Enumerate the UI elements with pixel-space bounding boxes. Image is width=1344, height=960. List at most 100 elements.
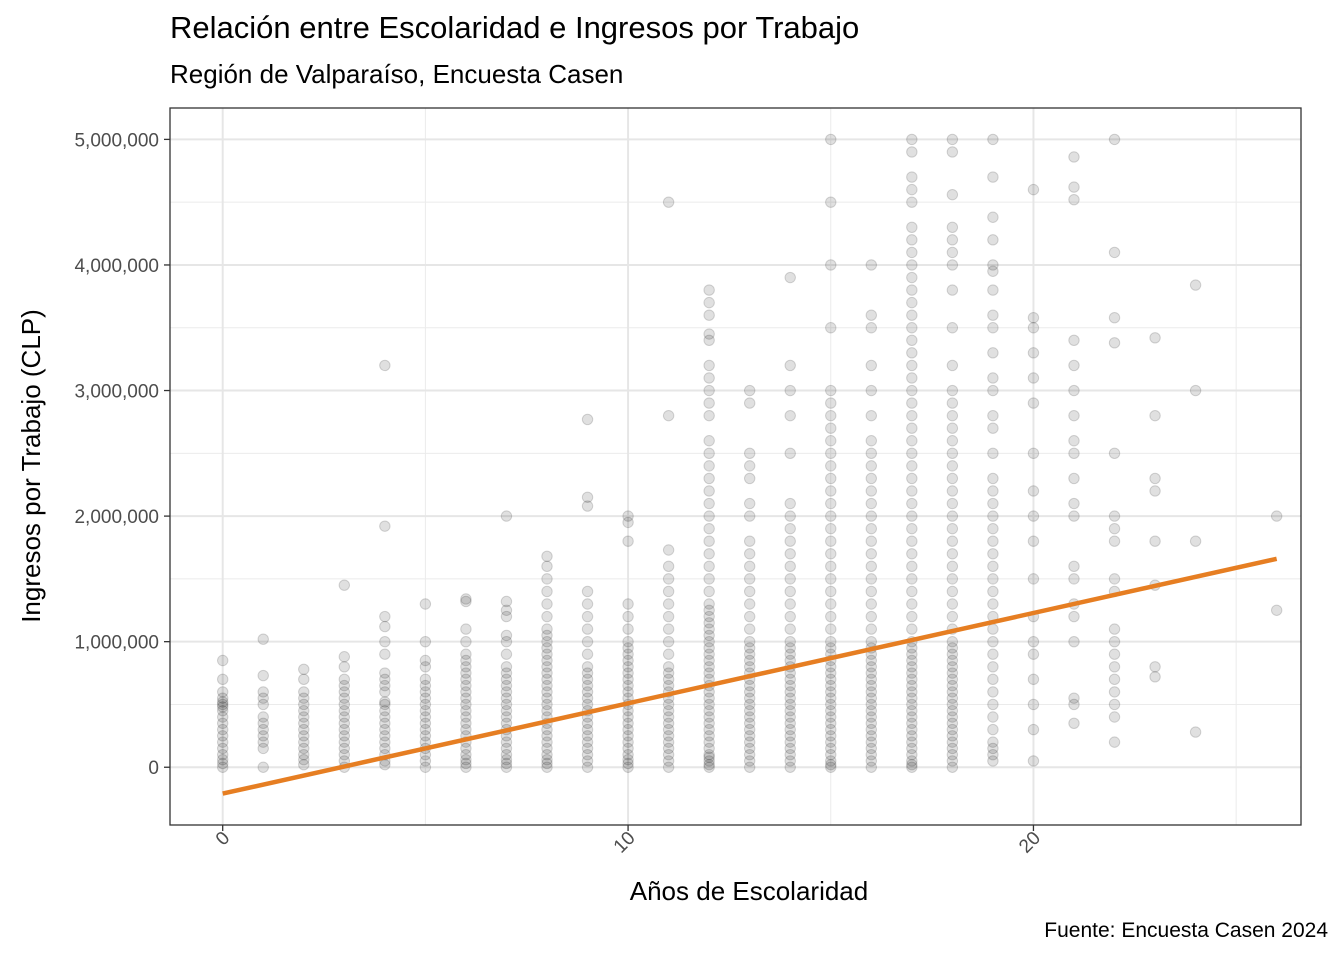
y-tick-label: 4,000,000 [74, 256, 159, 277]
data-point [500, 667, 513, 679]
data-point [1108, 661, 1121, 673]
data-point [541, 661, 553, 673]
data-point [784, 711, 796, 723]
data-point [703, 730, 715, 742]
data-point [865, 654, 878, 667]
data-point [622, 661, 634, 673]
data-point [946, 654, 959, 667]
data-point [581, 648, 594, 660]
y-tick-label: 1,000,000 [74, 633, 159, 654]
data-point [257, 692, 269, 704]
data-point [906, 648, 918, 660]
data-point [825, 705, 837, 717]
data-point [784, 642, 796, 654]
data-point [500, 754, 513, 766]
data-point [784, 648, 796, 660]
plot-panel [170, 108, 1301, 825]
data-point [946, 560, 959, 573]
data-point [946, 585, 959, 598]
data-point [987, 748, 999, 761]
data-point [825, 711, 837, 723]
data-point [946, 635, 959, 648]
data-point [703, 510, 715, 522]
data-point [541, 585, 553, 598]
x-tick-label: 20 [1015, 828, 1045, 858]
data-point [703, 497, 715, 510]
data-point [298, 730, 310, 742]
data-point [865, 705, 878, 717]
data-point [825, 409, 837, 422]
data-point [662, 573, 675, 585]
data-point [784, 623, 796, 635]
data-point [460, 679, 472, 692]
data-point [703, 334, 715, 347]
data-point [703, 598, 715, 610]
data-point [865, 623, 878, 635]
data-point [703, 736, 715, 748]
data-point [541, 748, 553, 761]
data-point [338, 717, 351, 729]
data-point [541, 610, 553, 623]
data-point [581, 623, 594, 635]
data-point [784, 535, 796, 547]
data-point [743, 635, 756, 648]
data-point [946, 188, 959, 201]
data-point [906, 673, 918, 686]
data-point [906, 654, 918, 667]
data-point [784, 755, 796, 767]
data-point [298, 754, 310, 766]
data-point [703, 485, 715, 497]
data-point [703, 629, 715, 642]
data-point [500, 748, 513, 761]
data-point [460, 673, 472, 686]
data-point [946, 259, 959, 271]
data-point [541, 573, 553, 585]
data-point [743, 661, 756, 673]
data-point [379, 359, 391, 372]
data-point [743, 472, 756, 485]
data-point [1189, 726, 1202, 738]
data-point [743, 648, 756, 660]
data-point [825, 485, 837, 497]
data-point [541, 550, 553, 562]
data-point [257, 633, 269, 645]
data-point [906, 322, 918, 334]
data-point [865, 723, 878, 736]
data-point [1068, 472, 1080, 485]
data-point [906, 759, 918, 771]
data-point [784, 384, 796, 397]
y-tick-label: 0 [148, 758, 159, 779]
data-point [379, 620, 391, 633]
data-point [946, 698, 959, 711]
data-point [338, 730, 351, 742]
data-point [825, 723, 837, 736]
data-point [379, 679, 391, 692]
data-point [1068, 510, 1080, 522]
data-point [703, 761, 715, 773]
data-point [703, 372, 715, 384]
data-point [622, 736, 634, 748]
data-point [216, 692, 229, 704]
data-point [541, 686, 553, 698]
data-point [825, 560, 837, 573]
data-point [865, 259, 878, 271]
data-point [581, 610, 594, 623]
data-point [216, 742, 229, 755]
data-point [946, 661, 959, 673]
data-point [298, 698, 310, 711]
data-point [500, 686, 513, 698]
data-point [906, 221, 918, 233]
data-point [541, 742, 553, 755]
data-point [1068, 447, 1080, 460]
data-point [216, 723, 229, 736]
data-point [825, 698, 837, 711]
data-point [946, 673, 959, 686]
data-point [946, 384, 959, 397]
data-point [257, 736, 269, 748]
data-point [1027, 573, 1040, 585]
data-point [216, 705, 229, 717]
data-point [1149, 485, 1161, 497]
data-point [622, 535, 634, 547]
data-point [946, 485, 959, 497]
data-point [987, 171, 999, 183]
